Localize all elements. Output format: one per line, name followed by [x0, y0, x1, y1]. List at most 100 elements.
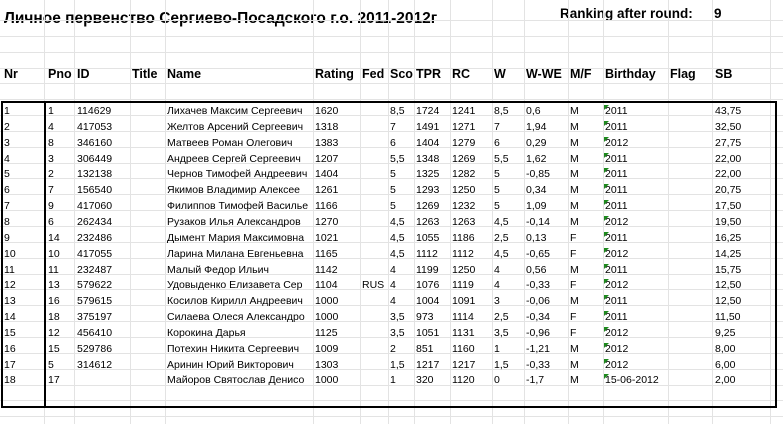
cell-w-we: 0,29 [526, 137, 547, 149]
cell-fed [362, 294, 389, 309]
header-title: Title [132, 67, 158, 81]
cell-mf: F [570, 248, 577, 260]
cell-title [132, 310, 166, 325]
cell-name: Якимов Владимир Алексее [167, 184, 301, 196]
cell-tpr: 973 [416, 311, 434, 323]
cell-rc: 1112 [452, 248, 474, 260]
cell-tpr: 1724 [416, 105, 440, 117]
cell-title [132, 326, 166, 341]
cell-birthday: 2012 [605, 279, 629, 291]
header-rating: Rating [315, 67, 354, 81]
cell-mf: M [570, 121, 579, 133]
cell-name: Рузаков Илья Александров [167, 216, 301, 228]
cell-sb: 11,50 [715, 311, 741, 323]
cell-nr: 6 [4, 184, 10, 196]
cell-marker-icon [604, 374, 609, 379]
cell-score: 1,5 [390, 359, 405, 371]
header-nr: Nr [4, 67, 18, 81]
cell-id: 579622 [77, 279, 113, 291]
cell-fed [362, 136, 389, 151]
cell-title [132, 152, 166, 167]
cell-nr: 15 [4, 327, 16, 339]
cell-birthday: 2012 [605, 137, 629, 149]
grid-line [0, 99, 783, 100]
cell-w: 4 [494, 279, 500, 291]
cell-name: Андреев Сергей Сергеевич [167, 153, 301, 165]
cell-birthday: 2011 [605, 153, 628, 165]
grid-line [0, 369, 783, 370]
ranking-value: 9 [714, 6, 722, 21]
cell-score: 3,5 [390, 311, 405, 323]
cell-tpr: 320 [416, 374, 434, 386]
cell-birthday: 2011 [605, 168, 628, 180]
grid-line [0, 131, 783, 132]
cell-w: 2,5 [494, 232, 509, 244]
cell-rc: 1091 [452, 295, 476, 307]
cell-fed [362, 342, 389, 357]
cell-marker-icon [604, 359, 609, 364]
cell-tpr: 1051 [416, 327, 440, 339]
cell-nr: 18 [4, 374, 16, 386]
cell-sb: 8,00 [715, 343, 736, 355]
cell-id: 375197 [77, 311, 113, 323]
cell-tpr: 1293 [416, 184, 440, 196]
cell-tpr: 851 [416, 343, 434, 355]
cell-pno: 6 [48, 216, 54, 228]
cell-pno: 10 [48, 248, 60, 260]
cell-rc: 1120 [452, 374, 475, 386]
cell-flag [670, 152, 714, 167]
grid-line [388, 0, 389, 424]
cell-mf: F [570, 311, 577, 323]
cell-birthday: 2011 [605, 311, 628, 323]
cell-w: 5 [494, 184, 500, 196]
cell-w-we: 1,94 [526, 121, 547, 133]
cell-pno: 12 [48, 327, 60, 339]
cell-mf: M [570, 343, 579, 355]
cell-id: 132138 [77, 168, 113, 180]
grid-line [0, 274, 783, 275]
grid-line [0, 194, 783, 195]
cell-rating: 1000 [315, 311, 339, 323]
header-rc: RC [452, 67, 471, 81]
cell-tpr: 1112 [416, 248, 438, 260]
cell-rating: 1261 [315, 184, 339, 196]
header-score: Sco [390, 67, 413, 81]
cell-w-we: -1,21 [526, 343, 550, 355]
grid-line [165, 0, 166, 424]
cell-nr: 9 [4, 232, 10, 244]
grid-line [0, 226, 783, 227]
grid-line [0, 52, 783, 53]
cell-rc: 1279 [452, 137, 476, 149]
cell-tpr: 1404 [416, 137, 440, 149]
cell-marker-icon [604, 343, 609, 348]
cell-birthday: 2011 [605, 121, 628, 133]
grid-line [0, 178, 783, 179]
cell-rc: 1282 [452, 168, 476, 180]
cell-score: 1 [390, 374, 396, 386]
cell-fed [362, 104, 389, 119]
cell-sb: 14,25 [715, 248, 742, 260]
cell-pno: 1 [48, 105, 54, 117]
cell-fed [362, 373, 389, 388]
cell-w: 4,5 [494, 248, 509, 260]
cell-pno: 3 [48, 153, 54, 165]
cell-rc: 1232 [452, 200, 476, 212]
cell-pno: 17 [48, 374, 60, 386]
cell-w: 7 [494, 121, 500, 133]
cell-id: 262434 [77, 216, 113, 228]
cell-name: Лихачев Максим Сергеевич [167, 105, 303, 117]
cell-sb: 15,75 [715, 264, 742, 276]
ranking-label: Ranking after round: [560, 6, 693, 21]
cell-tpr: 1055 [416, 232, 440, 244]
cell-title [132, 199, 166, 214]
cell-id: 314612 [77, 359, 113, 371]
column-separator [44, 101, 46, 408]
cell-marker-icon [604, 232, 609, 237]
cell-birthday: 2012 [605, 327, 629, 339]
cell-name: Косилов Кирилл Андреевич [167, 295, 303, 307]
cell-w-we: -0,06 [526, 295, 550, 307]
cell-title [132, 136, 166, 151]
cell-tpr: 1269 [416, 200, 440, 212]
cell-sb: 17,50 [715, 200, 742, 212]
cell-mf: M [570, 264, 579, 276]
